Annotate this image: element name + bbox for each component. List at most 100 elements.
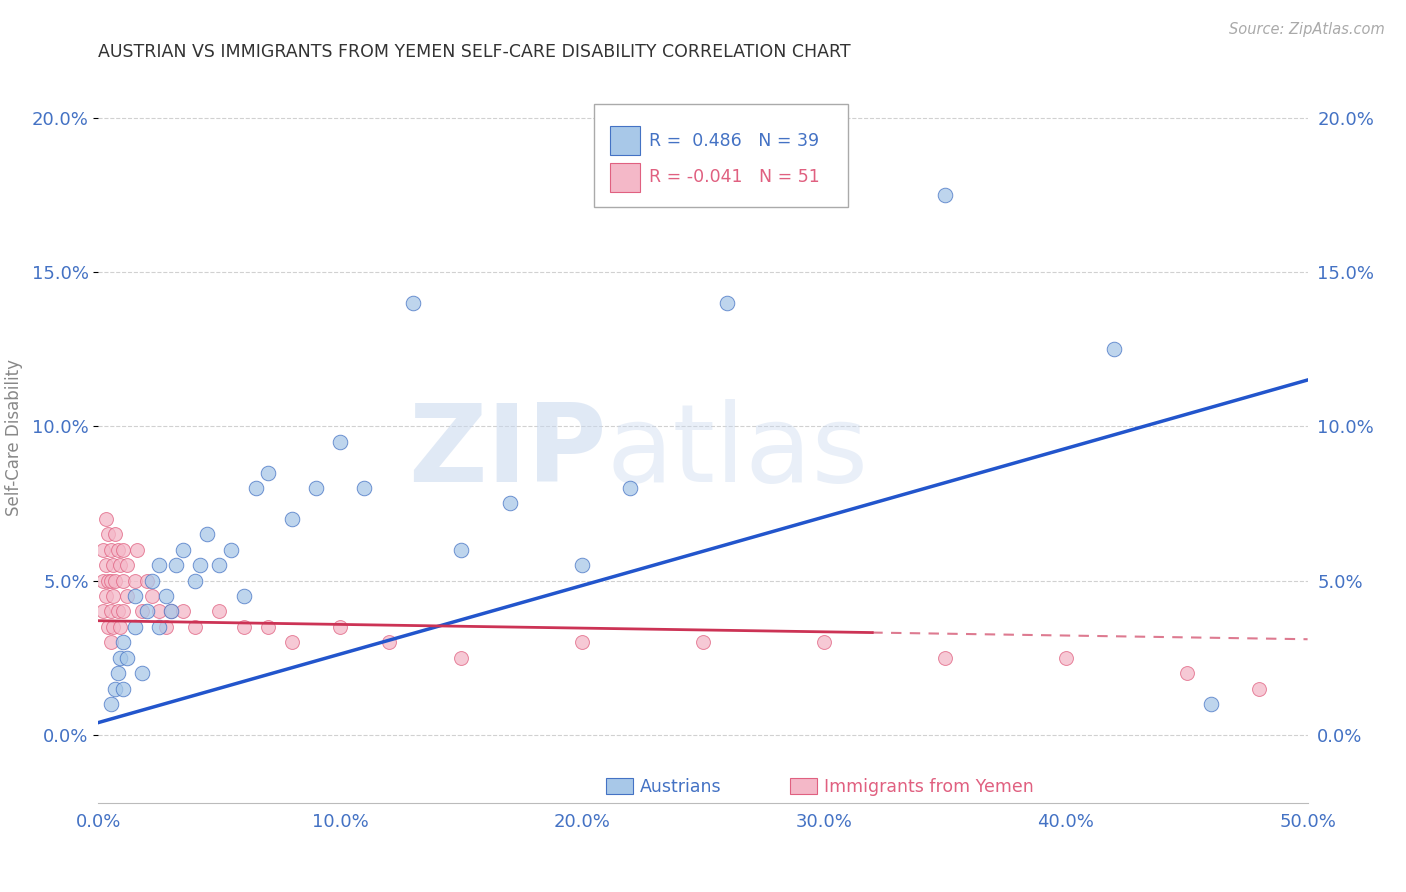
Point — [94, 558, 117, 573]
Point — [1054, 650, 1077, 665]
Y-axis label: Self-Care Disability: Self-Care Disability — [6, 359, 24, 516]
Point — [141, 589, 163, 603]
Text: Source: ZipAtlas.com: Source: ZipAtlas.com — [1229, 22, 1385, 37]
Point — [172, 542, 194, 557]
Point — [377, 635, 399, 649]
Point — [97, 620, 120, 634]
Text: AUSTRIAN VS IMMIGRANTS FROM YEMEN SELF-CARE DISABILITY CORRELATION CHART: AUSTRIAN VS IMMIGRANTS FROM YEMEN SELF-C… — [98, 44, 851, 62]
Point — [148, 558, 170, 573]
FancyBboxPatch shape — [595, 104, 848, 207]
Point — [208, 558, 231, 573]
Point — [111, 635, 134, 649]
Point — [91, 604, 114, 618]
Point — [117, 558, 139, 573]
Point — [934, 187, 956, 202]
Point — [281, 635, 304, 649]
Point — [571, 558, 593, 573]
Point — [160, 604, 183, 618]
Point — [353, 481, 375, 495]
Point — [131, 604, 153, 618]
Point — [97, 574, 120, 588]
Bar — [606, 778, 633, 794]
Point — [127, 542, 149, 557]
Point — [135, 604, 157, 618]
Point — [111, 574, 134, 588]
Point — [111, 604, 134, 618]
Text: atlas: atlas — [606, 399, 869, 505]
Point — [619, 481, 641, 495]
Point — [101, 620, 124, 634]
Point — [107, 666, 129, 681]
Point — [124, 620, 146, 634]
Point — [165, 558, 187, 573]
Point — [692, 635, 714, 649]
Point — [450, 650, 472, 665]
Point — [1249, 681, 1271, 696]
Point — [100, 542, 122, 557]
Point — [111, 681, 134, 696]
Bar — [610, 163, 640, 192]
Point — [305, 481, 328, 495]
Point — [94, 512, 117, 526]
Point — [108, 650, 131, 665]
Point — [101, 589, 124, 603]
Point — [245, 481, 267, 495]
Point — [104, 527, 127, 541]
Point — [281, 512, 304, 526]
Point — [329, 620, 352, 634]
Point — [100, 604, 122, 618]
Point — [155, 620, 177, 634]
Point — [813, 635, 835, 649]
Bar — [790, 778, 817, 794]
Point — [172, 604, 194, 618]
Point — [111, 542, 134, 557]
Point — [94, 589, 117, 603]
Point — [208, 604, 231, 618]
Text: R = -0.041   N = 51: R = -0.041 N = 51 — [648, 169, 820, 186]
Point — [107, 604, 129, 618]
Point — [100, 574, 122, 588]
Point — [1175, 666, 1198, 681]
Point — [131, 666, 153, 681]
Point — [188, 558, 211, 573]
Point — [256, 466, 278, 480]
Point — [232, 589, 254, 603]
Point — [108, 620, 131, 634]
Point — [124, 574, 146, 588]
Point — [100, 697, 122, 711]
Point — [100, 635, 122, 649]
Point — [148, 604, 170, 618]
Point — [498, 496, 520, 510]
Point — [195, 527, 218, 541]
Point — [117, 650, 139, 665]
Point — [1199, 697, 1222, 711]
Text: Austrians: Austrians — [640, 778, 721, 796]
Point — [450, 542, 472, 557]
Point — [101, 558, 124, 573]
Point — [402, 295, 425, 310]
Point — [1102, 342, 1125, 356]
Point — [934, 650, 956, 665]
Point — [97, 527, 120, 541]
Text: Immigrants from Yemen: Immigrants from Yemen — [824, 778, 1033, 796]
Point — [107, 542, 129, 557]
Point — [256, 620, 278, 634]
Point — [184, 574, 207, 588]
Point — [160, 604, 183, 618]
Point — [141, 574, 163, 588]
Point — [155, 589, 177, 603]
Point — [124, 589, 146, 603]
Point — [91, 574, 114, 588]
Text: R =  0.486   N = 39: R = 0.486 N = 39 — [648, 132, 818, 150]
Point — [104, 681, 127, 696]
Bar — [610, 126, 640, 155]
Point — [148, 620, 170, 634]
Point — [135, 574, 157, 588]
Point — [329, 434, 352, 449]
Point — [108, 558, 131, 573]
Point — [91, 542, 114, 557]
Point — [221, 542, 243, 557]
Point — [184, 620, 207, 634]
Point — [117, 589, 139, 603]
Point — [104, 574, 127, 588]
